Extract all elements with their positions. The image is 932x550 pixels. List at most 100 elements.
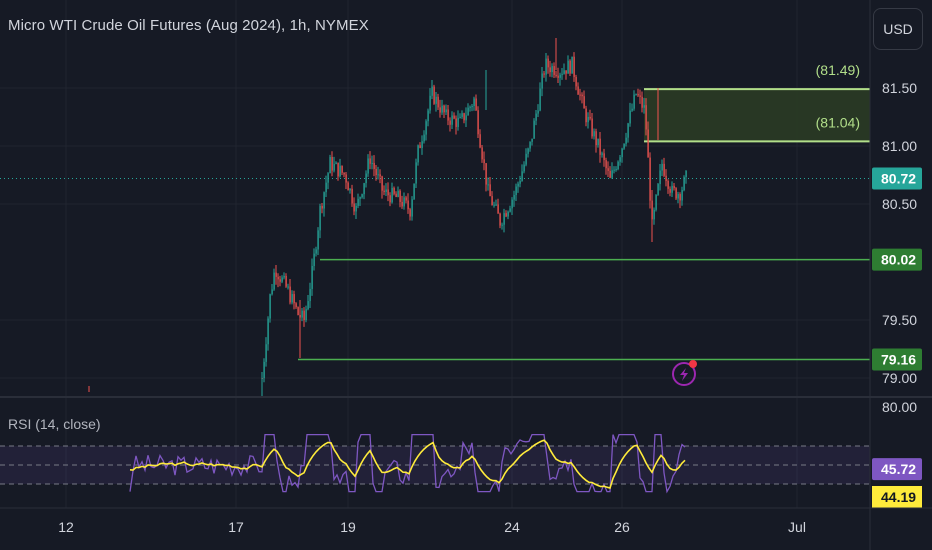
- candle-body: [441, 105, 443, 113]
- candle-body: [521, 171, 523, 181]
- time-tick-label: 17: [228, 519, 244, 535]
- candle-body: [465, 115, 467, 121]
- candle-body: [679, 194, 681, 201]
- candle-body: [597, 138, 599, 146]
- candle-body: [677, 194, 679, 199]
- candle-body: [655, 194, 657, 210]
- candle-body: [321, 205, 323, 209]
- price-axis[interactable]: 81.50 81.00 80.50 79.50 79.00 80.00 80.72 80.02…: [872, 80, 922, 508]
- candle-body: [551, 66, 553, 73]
- candle-body: [673, 185, 675, 189]
- candle-body: [347, 182, 349, 191]
- candle-body: [605, 160, 607, 169]
- candle-body: [537, 110, 539, 114]
- candle-body: [377, 174, 379, 176]
- candle-body: [335, 162, 337, 164]
- candle-body: [657, 184, 659, 195]
- candle-body: [631, 108, 633, 111]
- candle-body: [295, 303, 297, 308]
- candle-body: [423, 134, 425, 142]
- candle-body: [443, 105, 445, 113]
- candle-body: [617, 161, 619, 170]
- candle-body: [315, 249, 317, 254]
- candle-body: [587, 116, 589, 123]
- candle-body: [547, 58, 549, 68]
- candle-body: [489, 184, 491, 197]
- candle-body: [433, 86, 435, 104]
- candle-body: [641, 96, 643, 108]
- candle-body: [301, 310, 303, 318]
- candle-body: [527, 148, 529, 154]
- candle-body: [585, 108, 587, 123]
- candle-body: [497, 204, 499, 214]
- price-zone: (81.49) (81.04): [644, 62, 870, 143]
- candle-body: [421, 141, 423, 149]
- candle-body: [413, 183, 415, 200]
- candle-body: [385, 189, 387, 192]
- rsi-indicator-label: RSI (14, close): [8, 416, 101, 432]
- candle-body: [627, 123, 629, 138]
- candle-body: [609, 170, 611, 178]
- candle-body: [345, 174, 347, 183]
- time-tick-label: 12: [58, 519, 74, 535]
- rsi-value-badge-bg: [872, 458, 922, 481]
- candle-body: [633, 94, 635, 109]
- time-tick-label: 19: [340, 519, 356, 535]
- candle-body: [645, 105, 647, 130]
- chart-title: Micro WTI Crude Oil Futures (Aug 2024), …: [8, 17, 369, 34]
- candle-body: [495, 204, 497, 206]
- candle-body: [353, 203, 355, 212]
- candle-body: [611, 170, 613, 178]
- candle-body: [575, 76, 577, 87]
- candle-body: [571, 56, 573, 74]
- price-zone-fill: [644, 89, 870, 142]
- flash-alert-icon[interactable]: [672, 360, 697, 386]
- candle-body: [477, 110, 479, 135]
- candle-body: [407, 200, 409, 210]
- candle-body: [669, 188, 671, 193]
- candle-body: [283, 275, 285, 278]
- level-badge-79.16: 79.16: [881, 351, 916, 367]
- candle-body: [685, 170, 687, 178]
- candle-body: [469, 106, 471, 108]
- candle-body: [519, 180, 521, 184]
- candle-body: [369, 158, 371, 164]
- grid-lines: [0, 0, 870, 510]
- candle-body: [529, 141, 531, 149]
- candle-body: [327, 173, 329, 183]
- candle-body: [309, 288, 311, 302]
- price-tick-label: 80.50: [882, 196, 917, 212]
- candle-body: [333, 163, 335, 171]
- candle-body: [675, 188, 677, 199]
- candle-body: [579, 94, 581, 96]
- candle-body: [625, 137, 627, 144]
- candle-body: [539, 88, 541, 111]
- candle-body: [425, 121, 427, 135]
- candle-body: [461, 113, 463, 117]
- candle-body: [565, 70, 567, 74]
- candle-body: [429, 95, 431, 111]
- currency-button[interactable]: USD: [873, 8, 923, 50]
- candle-body: [457, 117, 459, 127]
- candle-body: [573, 56, 575, 77]
- candle-body: [511, 199, 513, 209]
- candle-body: [319, 205, 321, 231]
- candle-body: [267, 318, 269, 345]
- candle-body: [531, 138, 533, 142]
- candle-body: [311, 265, 313, 289]
- candle-body: [361, 194, 363, 198]
- candle-body: [317, 230, 319, 250]
- candle-body: [555, 74, 557, 76]
- candle-body: [493, 204, 495, 206]
- candle-body: [363, 183, 365, 195]
- candle-body: [589, 116, 591, 119]
- candle-body: [325, 182, 327, 193]
- candle-body: [409, 209, 411, 217]
- candle-body: [643, 105, 645, 108]
- candle-body: [455, 118, 457, 127]
- candle-body: [659, 170, 661, 185]
- candle-body: [323, 192, 325, 209]
- candle-body: [481, 147, 483, 160]
- rsi-ma-badge-bg: [872, 486, 922, 508]
